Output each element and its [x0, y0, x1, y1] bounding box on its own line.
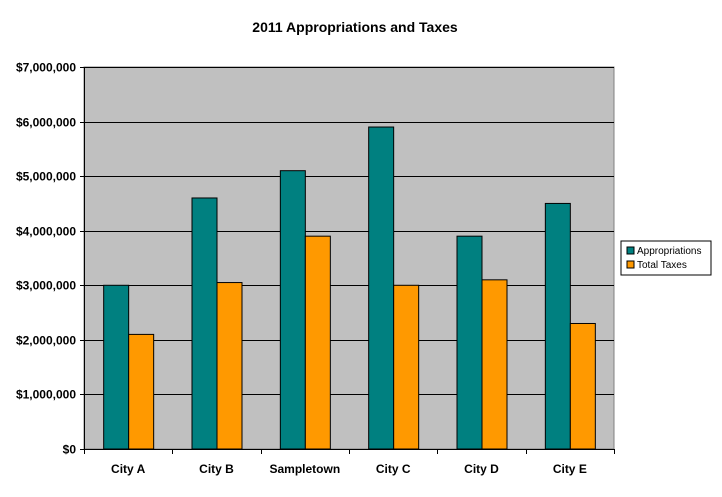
gridlines [84, 67, 614, 395]
bar [544, 202, 571, 450]
y-tick-label: $5,000,000 [16, 170, 76, 184]
legend-label: Total Taxes [637, 260, 687, 271]
bar [103, 284, 130, 450]
y-tick-label: $2,000,000 [16, 334, 76, 348]
x-tick-label: City E [553, 462, 587, 476]
bar [456, 235, 483, 450]
bar [191, 197, 218, 450]
bar [304, 235, 331, 450]
legend: Appropriations Total Taxes [620, 240, 712, 276]
y-tick-label: $0 [63, 443, 77, 457]
y-tick-label: $4,000,000 [16, 225, 76, 239]
bar [393, 284, 420, 450]
plot-area [83, 66, 615, 450]
legend-swatch [626, 260, 635, 269]
bar [279, 170, 306, 450]
y-tick-label: $1,000,000 [16, 388, 76, 402]
legend-swatch [626, 246, 635, 255]
x-tick-label: City C [376, 462, 411, 476]
y-axis-ticks: $0 $1,000,000 $2,000,000 $3,000,000 $4,000,0… [16, 61, 84, 457]
bar [481, 279, 508, 450]
legend-label: Appropriations [637, 246, 701, 257]
bars [103, 126, 596, 450]
y-tick-label: $3,000,000 [16, 279, 76, 293]
legend-box [620, 240, 712, 276]
x-axis-ticks: City A City B Sampletown City C City D City E [84, 449, 615, 476]
x-tick-label: Sampletown [269, 462, 340, 476]
x-tick-label: City B [199, 462, 234, 476]
chart-title: 2011 Appropriations and Taxes [252, 19, 458, 35]
bar [216, 282, 243, 450]
bar [128, 333, 155, 450]
y-tick-label: $6,000,000 [16, 116, 76, 130]
x-tick-label: City A [111, 462, 146, 476]
y-tick-label: $7,000,000 [16, 61, 76, 75]
bar [569, 322, 596, 450]
bar [368, 126, 395, 450]
x-tick-label: City D [464, 462, 499, 476]
